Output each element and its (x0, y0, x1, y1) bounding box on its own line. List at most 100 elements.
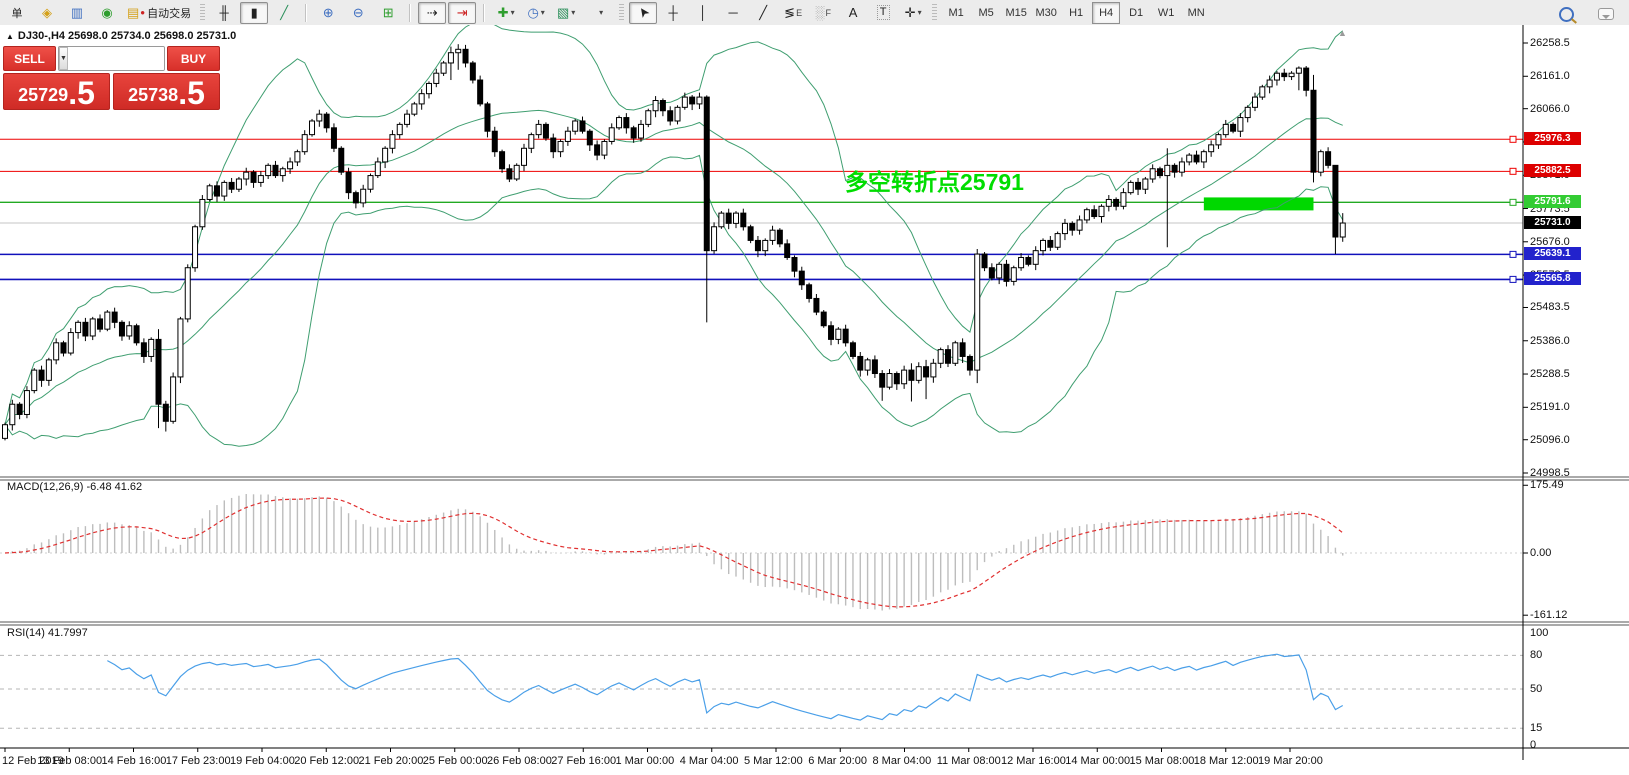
time-tick-label: 11 Mar 08:00 (936, 755, 1001, 767)
scroll-group: ⇢ ⇥ (415, 0, 479, 25)
price-tick-label: 25676.0 (1530, 235, 1570, 248)
search-icon (1558, 6, 1574, 22)
toolbar-overflow-button[interactable]: ▾ (586, 2, 614, 24)
price-tick-label: 25386.0 (1530, 334, 1570, 347)
time-tick-label: 12 Feb 2019 (2, 755, 64, 767)
rsi-axis-label: 100 (1530, 627, 1549, 639)
cursor-tool-button[interactable]: ➤ (629, 1, 658, 24)
chart-title: ▲ DJ30-,H4 25698.0 25734.0 25698.0 25731.… (6, 30, 236, 42)
price-tick-label: 25483.5 (1530, 301, 1570, 314)
text-icon: A (848, 5, 858, 20)
crosshair-tool-button[interactable]: ┼ (659, 2, 687, 24)
timeframe-w1-button[interactable]: W1 (1157, 6, 1175, 19)
chat-button[interactable] (1592, 3, 1620, 25)
line-chart-button[interactable]: ╱ (270, 2, 298, 24)
price-level-badge: 25882.5 (1524, 164, 1581, 178)
volume-input[interactable] (67, 47, 164, 70)
price-level-badge: 25976.3 (1524, 132, 1581, 146)
vertical-line-tool-button[interactable]: │ (689, 2, 717, 24)
channel-sub-label: F (825, 7, 832, 18)
timeframe-h4-button[interactable]: H4 (1092, 1, 1121, 24)
new-order-button[interactable]: 单 (3, 2, 31, 24)
sell-price-tile[interactable]: 25729 .5 (3, 73, 110, 110)
new-chart-button[interactable]: ✚ ▾ (492, 2, 520, 24)
profile-group: ✚ ▾ ◷ ▾ ▧ ▾ (489, 0, 583, 25)
dropdown-caret-icon: ▾ (571, 8, 576, 17)
rsi-axis-label: 50 (1530, 683, 1543, 695)
buy-price-tile[interactable]: 25738 .5 (113, 73, 220, 110)
volume-decrease-button[interactable]: ▼ (59, 47, 68, 70)
data-window-button[interactable]: ▥ (63, 2, 91, 24)
symbol-up-icon: ▲ (6, 32, 14, 41)
timeframe-mn-button[interactable]: MN (1187, 6, 1205, 19)
fibonacci-tool-button[interactable]: ≶ E (779, 2, 807, 24)
horizontal-line-tool-button[interactable]: ─ (719, 2, 747, 24)
sell-price-frac: .5 (68, 75, 95, 111)
zoom-out-button[interactable]: ⊖ (344, 2, 372, 24)
bar-chart-button[interactable]: ╫ (210, 2, 238, 24)
chart-annotation-text[interactable]: 多空转折点25791 (845, 169, 1024, 195)
tile-windows-icon: ⊞ (382, 5, 394, 20)
toolbar-grip (200, 3, 206, 22)
autotrading-button[interactable]: ▤ ● 自动交易 (123, 2, 195, 24)
fibonacci-icon: ≶ (784, 5, 796, 20)
timeframe-m30-button[interactable]: M30 (1035, 6, 1057, 19)
signals-button[interactable]: ◉ (93, 2, 121, 24)
macd-name: MACD(12,26,9) (7, 481, 84, 493)
stop-dot-icon: ● (140, 8, 146, 17)
down-arrow-icon: ▼ (60, 55, 67, 62)
timeframe-h1-button[interactable]: H1 (1069, 6, 1084, 19)
buy-price-main: 25738 (128, 85, 179, 105)
price-tick-label: 24998.5 (1530, 467, 1570, 479)
chart-shift-button[interactable]: ⇥ (448, 1, 477, 24)
rsi-pane-label: RSI(14) 41.7997 (7, 627, 88, 639)
zoom-in-button[interactable]: ⊕ (314, 2, 342, 24)
time-tick-label: 5 Mar 12:00 (744, 755, 803, 767)
market-watch-button[interactable]: ◈ (33, 2, 61, 24)
chart-canvas[interactable] (0, 25, 1629, 775)
sell-button[interactable]: SELL (3, 46, 56, 71)
chart-shift-marker-icon[interactable]: ▲ (1338, 28, 1347, 38)
dropdown-caret-icon: ▾ (510, 8, 515, 17)
timeframe-m1-button[interactable]: M1 (948, 6, 964, 19)
search-button[interactable] (1552, 3, 1580, 25)
trendline-tool-button[interactable]: ╱ (749, 2, 777, 24)
text-label-tool-button[interactable]: T (869, 2, 897, 24)
dropdown-caret-icon: ▾ (540, 8, 545, 17)
text-tool-button[interactable]: A (839, 2, 867, 24)
time-tick-label: 17 Feb 23:00 (165, 755, 231, 767)
buy-price-frac: .5 (178, 75, 205, 111)
buy-button[interactable]: BUY (167, 46, 220, 71)
drawing-tools-group: ➤ ┼ │ ─ ╱ ≶ E ░ F A T ✛ ▾ (626, 0, 930, 25)
toolbar-right-group (1551, 3, 1621, 25)
toolbar-grip (619, 3, 625, 22)
timeframe-d1-button[interactable]: D1 (1129, 6, 1144, 19)
time-tick-label: 4 Mar 04:00 (679, 755, 739, 767)
price-tick-label: 25288.5 (1530, 368, 1570, 381)
template-icon: ▧ (556, 5, 570, 20)
toolbar-grip (932, 3, 938, 22)
time-tick-label: 20 Feb 12:00 (294, 755, 360, 767)
chart-title-text: DJ30-,H4 25698.0 25734.0 25698.0 25731.0 (17, 30, 237, 42)
timeframe-m5-button[interactable]: M5 (978, 6, 994, 19)
periods-button[interactable]: ◷ ▾ (522, 2, 550, 24)
candlestick-icon: ▮ (250, 5, 258, 20)
chart-area[interactable]: ▲ DJ30-,H4 25698.0 25734.0 25698.0 25731.… (0, 25, 1629, 775)
candlestick-chart-button[interactable]: ▮ (240, 1, 269, 24)
timeframe-m15-button[interactable]: M15 (1005, 6, 1027, 19)
new-chart-icon: ✚ (497, 5, 509, 20)
overflow-group: ▾ (583, 0, 617, 25)
time-tick-label: 12 Mar 16:00 (1001, 755, 1066, 767)
macd-pane-label: MACD(12,26,9) -6.48 41.62 (7, 481, 142, 493)
signal-icon: ◉ (101, 5, 113, 20)
text-label-icon: T (876, 5, 890, 20)
channel-tool-button[interactable]: ░ F (809, 2, 837, 24)
arrows-tool-button[interactable]: ✛ ▾ (899, 2, 927, 24)
fibonacci-sub-label: E (796, 7, 803, 18)
tile-windows-button[interactable]: ⊞ (374, 2, 402, 24)
time-tick-label: 19 Feb 04:00 (230, 755, 295, 767)
sell-price-main: 25729 (18, 85, 69, 105)
auto-scroll-button[interactable]: ⇢ (418, 1, 447, 24)
autotrading-label: 自动交易 (147, 7, 192, 20)
templates-button[interactable]: ▧ ▾ (552, 2, 580, 24)
